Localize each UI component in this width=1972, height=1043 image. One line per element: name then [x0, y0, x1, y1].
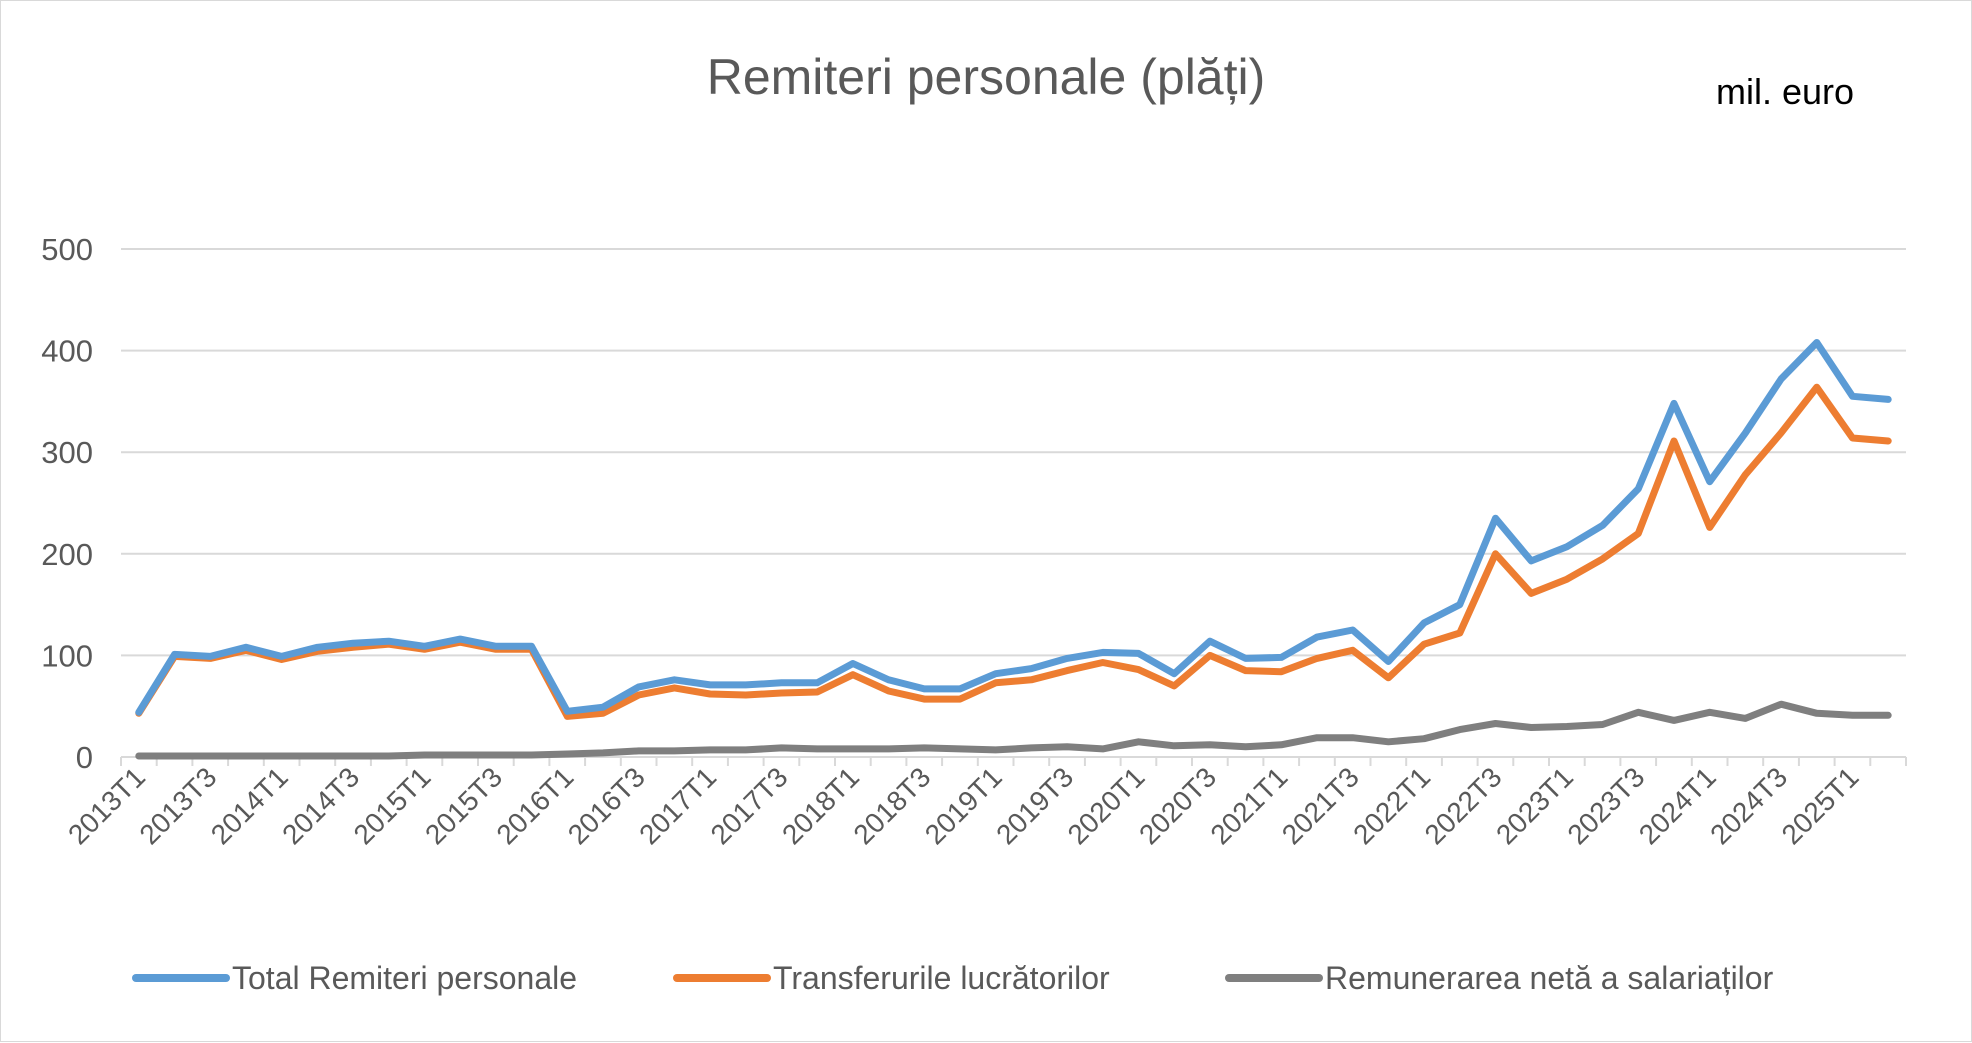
x-tick-label: 2017T3: [705, 761, 794, 850]
x-tick-label: 2016T1: [490, 761, 579, 850]
legend-label: Remunerarea netă a salariaților: [1325, 960, 1774, 996]
y-tick-label: 500: [41, 232, 93, 267]
y-tick-label: 200: [41, 537, 93, 572]
series-lines: [135, 339, 1892, 760]
x-tick-label: 2018T1: [776, 761, 865, 850]
y-tick-label: 300: [41, 435, 93, 470]
x-tick-label: 2025T1: [1776, 761, 1865, 850]
series-line: [135, 383, 1892, 720]
series-line: [135, 339, 1892, 716]
y-tick-label: 100: [41, 638, 93, 673]
x-tick-label: 2015T3: [419, 761, 508, 850]
x-tick-label: 2015T1: [348, 761, 437, 850]
legend-label: Transferurile lucrătorilor: [773, 960, 1110, 996]
x-tick-label: 2020T1: [1062, 761, 1151, 850]
x-tick-label: 2024T3: [1704, 761, 1793, 850]
x-tick-label: 2014T3: [276, 761, 365, 850]
x-tick-label: 2019T1: [919, 761, 1008, 850]
x-tick-label: 2021T1: [1204, 761, 1293, 850]
x-tick-label: 2023T1: [1490, 761, 1579, 850]
x-axis-ticks: 2013T12013T32014T12014T32015T12015T32016…: [62, 761, 1865, 850]
x-tick-label: 2022T1: [1347, 761, 1436, 850]
legend-label: Total Remiteri personale: [232, 960, 577, 996]
x-tick-label: 2014T1: [205, 761, 294, 850]
y-tick-label: 0: [76, 740, 93, 775]
x-tick-label: 2023T3: [1561, 761, 1650, 850]
y-tick-label: 400: [41, 334, 93, 369]
x-tick-label: 2013T3: [133, 761, 222, 850]
y-axis-ticks: 0 100 200 300 400 500: [41, 232, 93, 775]
series-line: [135, 700, 1892, 760]
legend: Total Remiteri personale Transferurile lu…: [132, 960, 1774, 996]
unit-label: mil. euro: [1716, 71, 1854, 112]
x-tick-label: 2020T3: [1133, 761, 1222, 850]
x-tick-label: 2019T3: [990, 761, 1079, 850]
x-tick-label: 2016T3: [562, 761, 651, 850]
x-tick-label: 2024T1: [1633, 761, 1722, 850]
x-tick-label: 2022T3: [1419, 761, 1508, 850]
x-tick-label: 2021T3: [1276, 761, 1365, 850]
gridlines: [121, 248, 1906, 657]
x-tick-label: 2018T3: [847, 761, 936, 850]
x-tick-label: 2017T1: [633, 761, 722, 850]
chart-title: Remiteri personale (plăți): [707, 49, 1266, 105]
